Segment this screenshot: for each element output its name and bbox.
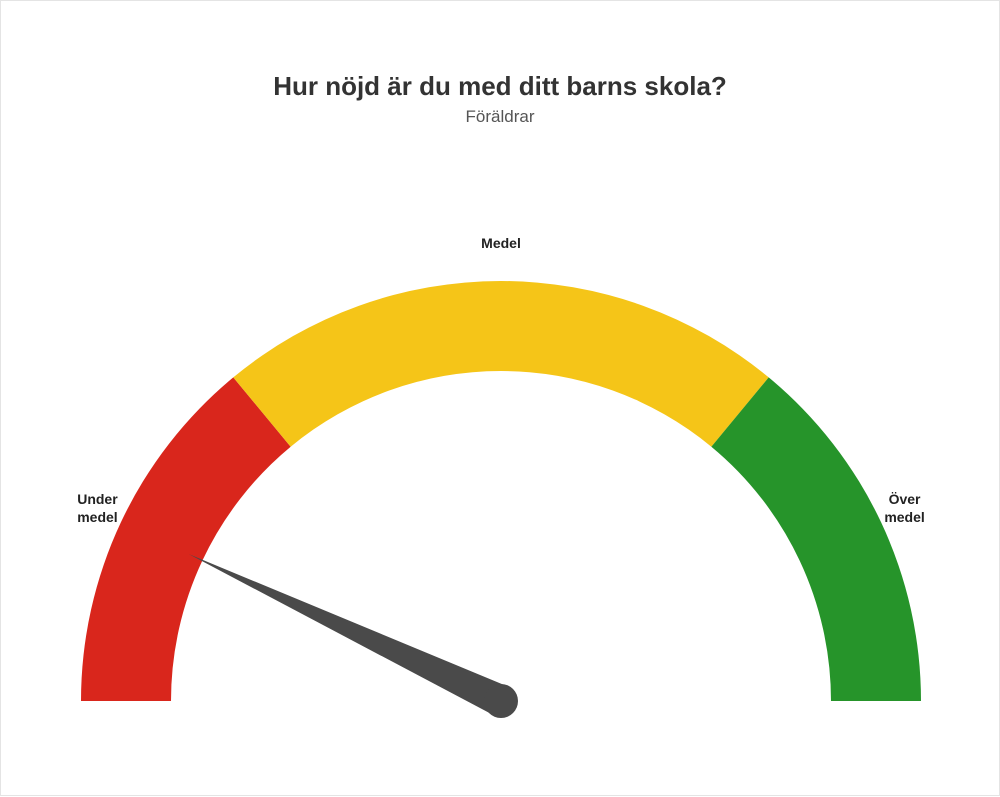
gauge-segment-medel — [233, 281, 768, 447]
gauge-label-over-medel: Över medel — [865, 491, 945, 526]
gauge-needle — [189, 554, 508, 715]
chart-frame: Hur nöjd är du med ditt barns skola? För… — [0, 0, 1000, 796]
gauge-label-medel: Medel — [461, 235, 541, 253]
gauge-chart — [1, 1, 1000, 797]
gauge-segment-over-medel — [711, 377, 921, 701]
gauge-label-under-medel: Under medel — [57, 491, 137, 526]
gauge-segment-under-medel — [81, 377, 291, 701]
gauge-needle-cap — [484, 684, 518, 718]
